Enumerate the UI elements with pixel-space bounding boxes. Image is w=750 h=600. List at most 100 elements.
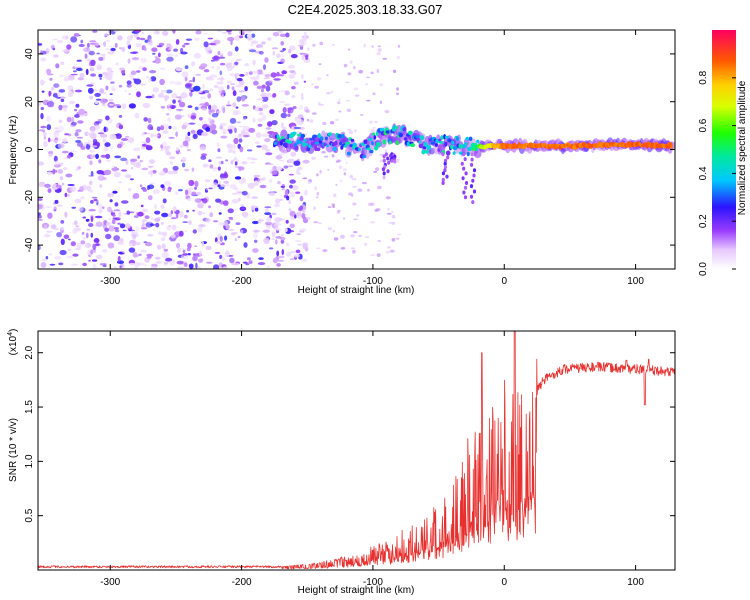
spectral-blob bbox=[208, 50, 213, 54]
spectral-blob bbox=[288, 73, 295, 79]
spectral-blob bbox=[194, 106, 199, 111]
track-core bbox=[328, 132, 332, 136]
spectral-blob bbox=[246, 257, 251, 261]
spectral-blob bbox=[181, 156, 187, 163]
spectral-blob bbox=[218, 186, 225, 190]
spectral-blob bbox=[46, 124, 52, 131]
track-core bbox=[324, 136, 328, 141]
spectral-blob bbox=[343, 172, 346, 176]
spectral-blob bbox=[135, 161, 141, 169]
spectral-blob bbox=[326, 74, 329, 77]
spectral-blob bbox=[146, 76, 149, 78]
spectral-blob bbox=[239, 146, 244, 153]
spectral-blob bbox=[40, 262, 47, 268]
spectral-blob bbox=[84, 53, 88, 59]
spectral-blob bbox=[241, 161, 248, 165]
spectral-blob bbox=[251, 196, 259, 200]
spectral-blob bbox=[139, 160, 143, 163]
spectral-blob bbox=[347, 128, 351, 131]
spectral-blob bbox=[347, 48, 351, 51]
spectral-blob bbox=[261, 84, 266, 89]
track-core bbox=[345, 141, 351, 145]
spectral-blob bbox=[252, 220, 259, 225]
spectral-blob bbox=[214, 251, 221, 254]
spectral-blob bbox=[231, 262, 240, 266]
spectral-blob bbox=[268, 79, 273, 83]
spectral-blob bbox=[118, 181, 123, 184]
spectral-blob bbox=[157, 231, 164, 235]
spectral-blob bbox=[229, 73, 237, 77]
spectral-blob bbox=[104, 33, 110, 37]
spectral-blob bbox=[353, 129, 357, 133]
spectral-blob bbox=[87, 42, 90, 48]
spectral-blob bbox=[265, 152, 273, 156]
track-core bbox=[352, 142, 357, 147]
track-core bbox=[333, 147, 337, 152]
spectral-blob bbox=[168, 137, 175, 139]
spectral-blob bbox=[262, 176, 267, 179]
spectral-blob bbox=[390, 221, 396, 225]
spectral-blob bbox=[187, 105, 193, 108]
spectral-blob bbox=[234, 176, 242, 180]
spectral-blob bbox=[186, 209, 190, 213]
spectral-blob bbox=[66, 194, 71, 197]
spectral-blob bbox=[206, 123, 213, 127]
spectral-blob bbox=[240, 229, 244, 234]
spectral-blob bbox=[65, 35, 69, 40]
spectral-blob bbox=[307, 47, 310, 51]
spectral-blob bbox=[276, 228, 282, 231]
spectral-blob bbox=[208, 187, 213, 190]
spectral-blob bbox=[57, 40, 63, 44]
spectral-blob bbox=[49, 77, 53, 81]
spectral-blob bbox=[396, 87, 399, 91]
spectral-blob bbox=[75, 129, 82, 133]
spectral-blob bbox=[112, 217, 118, 219]
spectral-blob bbox=[296, 233, 302, 236]
spectral-blob bbox=[76, 136, 84, 139]
spectral-blob bbox=[339, 180, 343, 182]
spectral-blob bbox=[119, 67, 125, 71]
track-core bbox=[358, 148, 361, 151]
spectral-blob bbox=[219, 70, 222, 76]
spectral-blob bbox=[38, 212, 41, 216]
spectral-blob bbox=[54, 160, 59, 166]
spectral-blob bbox=[396, 55, 400, 60]
spectral-blob bbox=[267, 121, 273, 127]
spectral-blob bbox=[172, 169, 179, 175]
spectral-blob bbox=[225, 159, 229, 162]
spectral-blob bbox=[150, 133, 154, 138]
spectral-blob bbox=[46, 115, 51, 122]
spectral-blob bbox=[391, 238, 396, 242]
spectral-blob bbox=[213, 84, 219, 89]
spectral-blob bbox=[396, 159, 400, 163]
spectral-blob bbox=[185, 82, 193, 88]
spectral-blob bbox=[326, 92, 331, 95]
spectral-blob bbox=[271, 170, 278, 176]
spectral-blob bbox=[281, 122, 284, 129]
track-core bbox=[300, 133, 306, 138]
spectral-blob bbox=[141, 167, 149, 171]
spectral-blob bbox=[294, 81, 299, 85]
spectral-blob bbox=[242, 135, 250, 137]
spectral-blob bbox=[353, 218, 358, 221]
spectral-blob bbox=[301, 53, 305, 60]
spectral-blob bbox=[74, 132, 79, 137]
spectral-blob bbox=[290, 54, 298, 59]
spectral-blob bbox=[264, 212, 271, 216]
spectral-blob bbox=[227, 80, 232, 84]
spectral-blob bbox=[66, 44, 72, 50]
spectral-blob bbox=[289, 70, 296, 74]
streak-blob bbox=[387, 160, 391, 165]
snr-panel: -300 -200 -100 0 100 0.5 1.0 1.5 2.0 Height of … bbox=[7, 329, 676, 596]
spectral-blob bbox=[64, 76, 69, 82]
spectral-blob bbox=[52, 93, 59, 98]
spectral-blob bbox=[350, 234, 355, 238]
spectral-blob bbox=[97, 175, 105, 181]
colorbar-gradient bbox=[712, 30, 736, 269]
spectral-blob bbox=[85, 132, 92, 136]
spectral-blob bbox=[60, 98, 65, 103]
spectral-blob bbox=[186, 247, 191, 252]
track-core bbox=[418, 143, 424, 149]
spectral-blob bbox=[211, 65, 215, 69]
spectral-blob bbox=[38, 101, 42, 107]
